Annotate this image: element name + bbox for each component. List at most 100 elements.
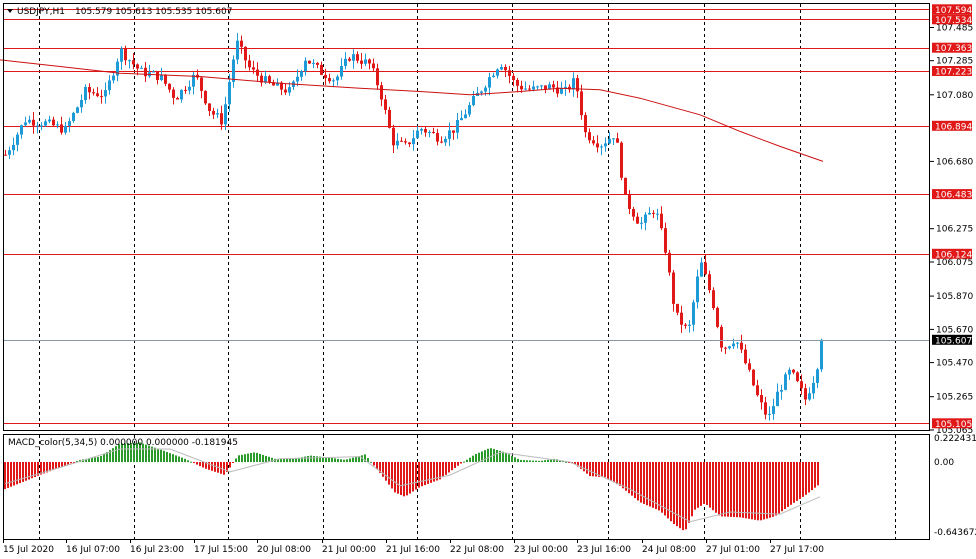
candle-body: [80, 100, 83, 108]
candle-body: [52, 119, 55, 126]
candle-body: [592, 140, 595, 144]
candle-body: [532, 86, 535, 90]
candle-body: [580, 91, 583, 116]
macd-bar: [502, 451, 504, 462]
candle-body: [820, 339, 823, 370]
macd-bar: [61, 462, 63, 467]
macd-bar: [562, 461, 564, 463]
macd-bar: [343, 459, 345, 462]
macd-bar: [631, 462, 633, 496]
macd-bar: [91, 457, 93, 462]
candle-body: [312, 62, 315, 64]
candle-body: [276, 82, 279, 86]
candle-body: [200, 77, 203, 91]
candle-body: [660, 213, 663, 229]
level-label-box: [932, 4, 972, 15]
macd-bar: [787, 462, 789, 507]
macd-bar: [58, 462, 60, 468]
candle-body: [420, 129, 423, 131]
macd-bar: [403, 462, 405, 497]
candle-body: [488, 77, 491, 88]
candle-body: [760, 395, 763, 403]
macd-bar: [40, 462, 42, 475]
macd-bar: [244, 454, 246, 463]
time-tick-label: 22 Jul 08:00: [450, 545, 504, 555]
macd-bar: [730, 462, 732, 517]
candle-body: [208, 103, 211, 111]
time-tick-label: 27 Jul 17:00: [770, 545, 824, 555]
macd-bar: [484, 450, 486, 462]
candle-body: [380, 85, 383, 100]
candle-body: [640, 222, 643, 224]
level-label-box: [932, 14, 972, 25]
macd-bar: [613, 462, 615, 483]
time-tick-label: 27 Jul 01:00: [706, 545, 760, 555]
candle-body: [396, 140, 399, 146]
macd-bar: [622, 462, 624, 489]
macd-bar: [67, 462, 69, 465]
candle-body: [784, 374, 787, 390]
macd-bar: [676, 462, 678, 527]
macd-bar: [226, 462, 228, 472]
candle-body: [336, 76, 339, 81]
candle-body: [16, 134, 19, 145]
candle-body: [708, 274, 711, 291]
collapse-triangle-icon[interactable]: [7, 9, 13, 13]
candle-body: [440, 141, 443, 143]
macd-bar: [25, 462, 27, 481]
candle-body: [220, 113, 223, 125]
candle-body: [72, 112, 75, 121]
candle-body: [496, 69, 499, 76]
macd-bar: [445, 462, 447, 475]
candles: [4, 33, 823, 421]
macd-bar: [112, 448, 114, 463]
macd-bar: [436, 462, 438, 481]
macd-bar: [286, 458, 288, 463]
candle-body: [552, 84, 555, 88]
frames: [3, 3, 930, 540]
vertical-grid: [39, 4, 896, 539]
candle-body: [544, 85, 547, 90]
macd-bar: [481, 451, 483, 462]
candle-body: [540, 85, 543, 87]
macd-bar: [637, 462, 639, 501]
macd-bar: [34, 462, 36, 477]
macd-bar: [643, 462, 645, 504]
macd-bar: [715, 462, 717, 513]
candle-body: [236, 40, 239, 60]
macd-bar: [100, 456, 102, 463]
candle-body: [680, 312, 683, 325]
candle-body: [428, 131, 431, 133]
candle-body: [716, 307, 719, 327]
candle-body: [748, 363, 751, 370]
macd-bar: [7, 462, 9, 488]
candle-body: [260, 75, 263, 83]
price-tick-label: 105.065: [936, 426, 973, 436]
macd-bar: [769, 462, 771, 518]
macd-bar: [742, 462, 744, 518]
macd-bar: [265, 455, 267, 463]
candle-body: [332, 80, 335, 82]
macd-bar: [166, 452, 168, 463]
macd-bar: [529, 460, 531, 462]
macd-bar: [754, 462, 756, 520]
macd-bar: [373, 462, 375, 466]
candle-body: [620, 142, 623, 178]
price-tick-label: 107.485: [936, 24, 973, 34]
macd-bar: [460, 462, 462, 464]
macd-bar: [208, 462, 210, 470]
macd-bar: [214, 462, 216, 472]
macd-bar: [304, 456, 306, 462]
candle-body: [84, 87, 87, 101]
candle-body: [628, 194, 631, 209]
candle-body: [472, 96, 475, 106]
macd-bar: [301, 457, 303, 463]
candle-body: [608, 138, 611, 144]
macd-bar: [184, 458, 186, 463]
time-tick-label: 21 Jul 00:00: [322, 545, 376, 555]
candle-body: [348, 58, 351, 61]
candle-body: [176, 98, 179, 100]
candle-body: [692, 302, 695, 325]
candle-body: [156, 71, 159, 80]
